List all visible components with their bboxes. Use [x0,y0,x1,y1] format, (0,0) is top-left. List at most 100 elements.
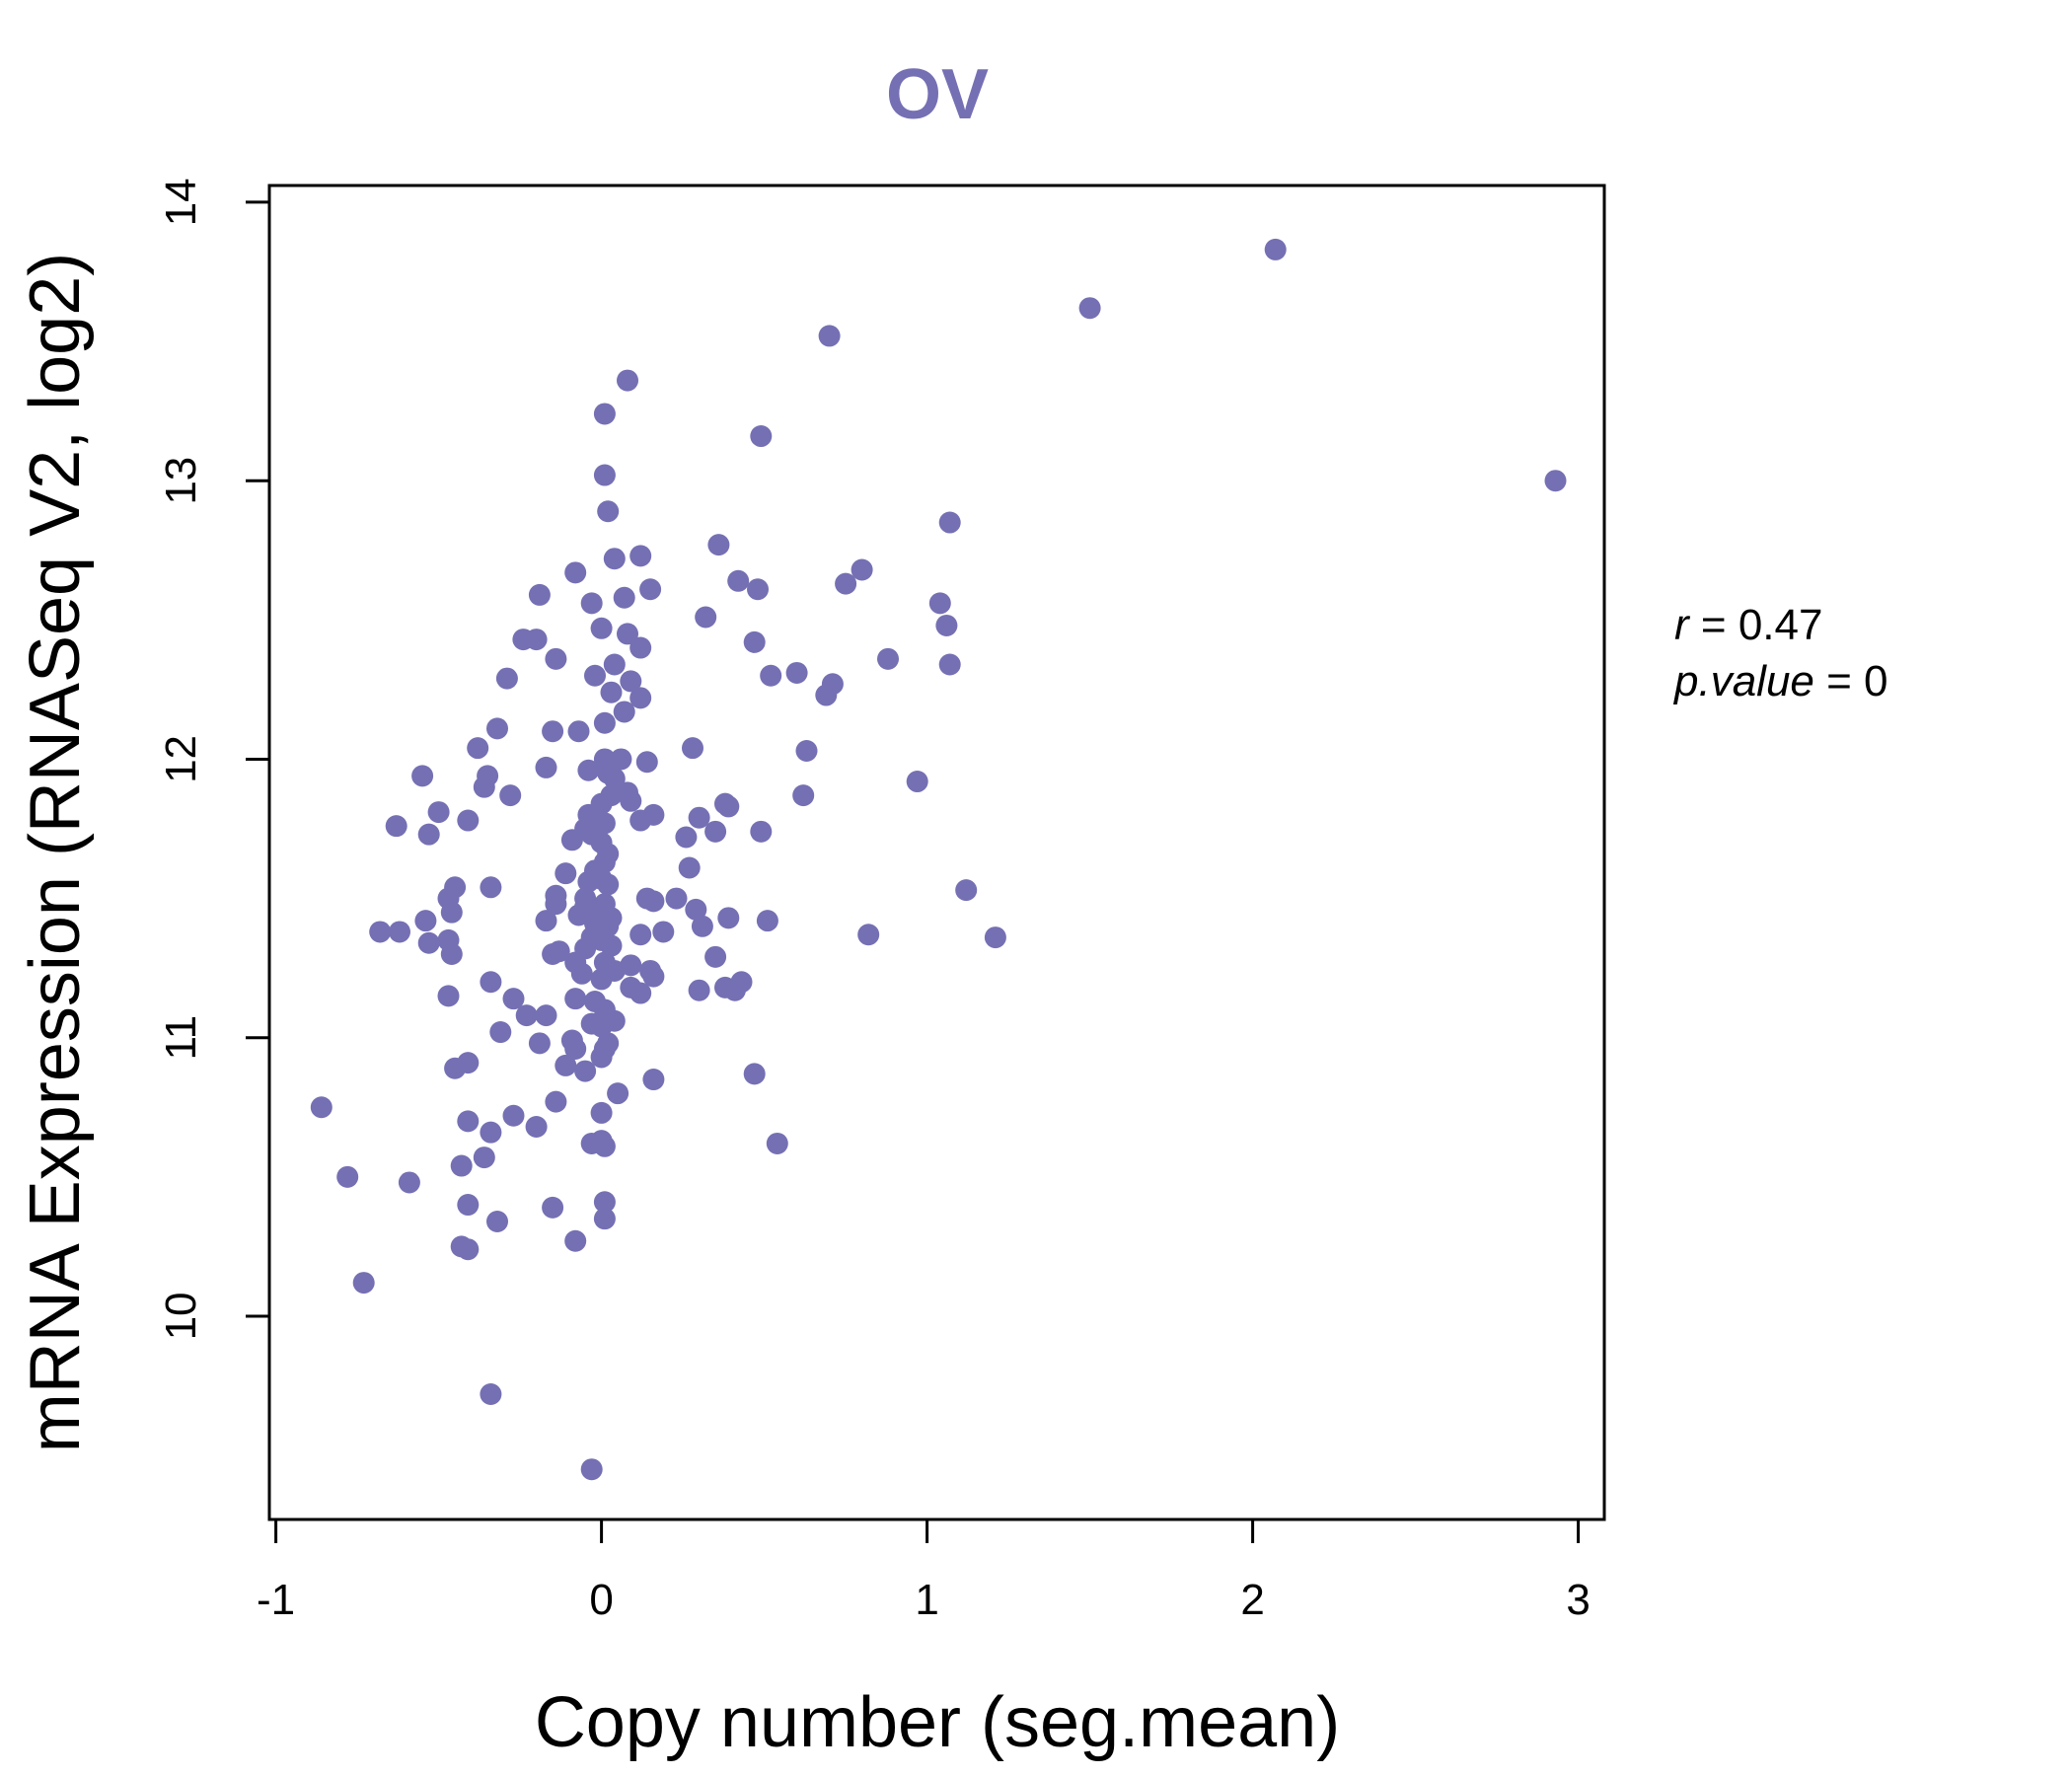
data-point [603,768,626,790]
y-axis: 10 11 12 13 14 [157,178,271,1340]
data-point [417,823,440,846]
data-point [1078,297,1101,320]
data-point [938,511,961,534]
data-point [691,915,713,937]
data-point [525,1116,548,1139]
data-point [467,737,489,760]
data-point [652,921,675,943]
data-point [984,926,1006,949]
p-value: 0 [1864,657,1887,705]
data-point [369,921,392,943]
data-point [600,681,623,703]
data-point [750,425,773,448]
data-point [473,1147,495,1169]
data-point [743,630,766,653]
data-point [528,1032,551,1055]
data-point [835,572,857,595]
y-tick-label: 10 [157,1292,205,1340]
data-point [629,545,652,567]
data-point [590,1015,613,1038]
data-point [584,664,606,687]
data-point [499,784,522,807]
y-tick-label: 13 [157,457,205,505]
data-point [528,583,551,606]
x-tick-label: 1 [915,1576,938,1624]
data-point [310,1096,333,1119]
data-point [495,667,518,690]
data-point [629,687,652,709]
data-point [542,1196,564,1219]
data-point [440,901,463,924]
x-tick-label: -1 [257,1576,295,1624]
data-point [707,534,730,556]
data-point [567,904,590,926]
data-point [593,711,616,734]
data-point [955,879,978,902]
data-point [750,820,773,843]
data-point [620,670,642,693]
r-value: 0.47 [1739,601,1823,649]
data-point [629,809,652,832]
data-point [938,653,961,676]
data-point [515,1004,538,1027]
data-point [642,1069,665,1091]
data-point [352,1272,375,1295]
correlation-annotation: r = 0.47 [1674,601,1822,649]
data-point [685,898,707,921]
data-point [502,1104,525,1127]
data-point [486,717,508,740]
data-point [642,965,665,988]
data-point [613,701,635,723]
data-point [760,664,782,687]
data-point [555,862,577,885]
data-point [617,623,638,645]
data-point [489,1021,512,1044]
data-point [457,1194,480,1217]
x-tick-label: 3 [1566,1576,1590,1624]
data-point [597,500,620,523]
data-point [818,325,841,347]
data-point [717,907,740,929]
data-point [580,592,603,615]
data-point [600,934,623,957]
data-point [457,1238,480,1261]
data-point [545,647,567,670]
x-axis: -1 0 1 2 3 [257,1517,1591,1624]
y-tick-label: 11 [157,1015,205,1061]
data-point [590,1046,613,1069]
data-point [564,561,587,584]
data-point [473,776,495,798]
data-point [480,971,502,994]
p-label: p.value [1672,657,1814,705]
data-point [642,890,665,913]
chart-title: OV [886,55,989,134]
data-point [535,756,557,778]
data-point [535,910,557,932]
data-point [590,617,613,639]
data-point [542,943,564,966]
data-point [414,910,437,932]
data-point [1544,470,1567,492]
data-point [564,1037,587,1060]
x-tick-label: 0 [589,1576,613,1624]
data-point [727,569,750,592]
data-point [935,614,958,636]
y-tick-label: 14 [157,178,205,226]
data-point [610,748,632,771]
data-point [747,578,769,601]
data-point [450,1154,473,1177]
data-point [795,739,818,762]
data-point [502,988,525,1010]
data-point [590,968,613,991]
r-label: r [1674,601,1691,649]
data-point [427,801,450,824]
x-axis-label: Copy number (seg.mean) [535,1683,1340,1762]
data-point [766,1132,788,1154]
data-point [593,464,616,486]
data-point [617,369,638,392]
data-point [444,1057,467,1079]
data-point [785,661,808,684]
data-point [567,720,590,743]
data-point [613,586,635,609]
data-point [688,979,710,1001]
